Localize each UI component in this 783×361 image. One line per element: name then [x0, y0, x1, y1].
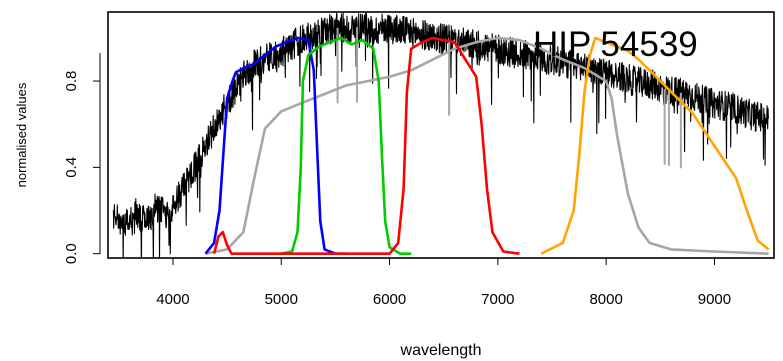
series-layer: [112, 12, 770, 258]
x-tick-label: 4000: [156, 291, 189, 308]
y-tick-label: 0.4: [63, 157, 80, 178]
series-line-gray: [205, 36, 769, 255]
x-tick-label: 5000: [265, 291, 298, 308]
series-line-blue: [204, 36, 347, 255]
y-tick-label: 0.0: [63, 243, 80, 264]
series-line-green: [281, 36, 412, 255]
series-line-orange: [540, 36, 770, 255]
series-line-red: [212, 36, 520, 255]
y-axis-title: normalised values: [14, 82, 29, 187]
x-tick-label: 9000: [698, 291, 731, 308]
chart-annotation: HIP 54539: [533, 25, 698, 64]
y-tick-label: 0.8: [63, 71, 80, 92]
x-axis-title: wavelength: [400, 342, 482, 359]
y-axis: 0.0 0.4 0.8: [63, 53, 101, 264]
x-tick-label: 8000: [589, 291, 622, 308]
x-axis: 4000 5000 6000 7000 8000 9000: [156, 257, 731, 308]
x-tick-label: 6000: [373, 291, 406, 308]
x-tick-label: 7000: [481, 291, 514, 308]
series-line-black: [112, 12, 769, 258]
